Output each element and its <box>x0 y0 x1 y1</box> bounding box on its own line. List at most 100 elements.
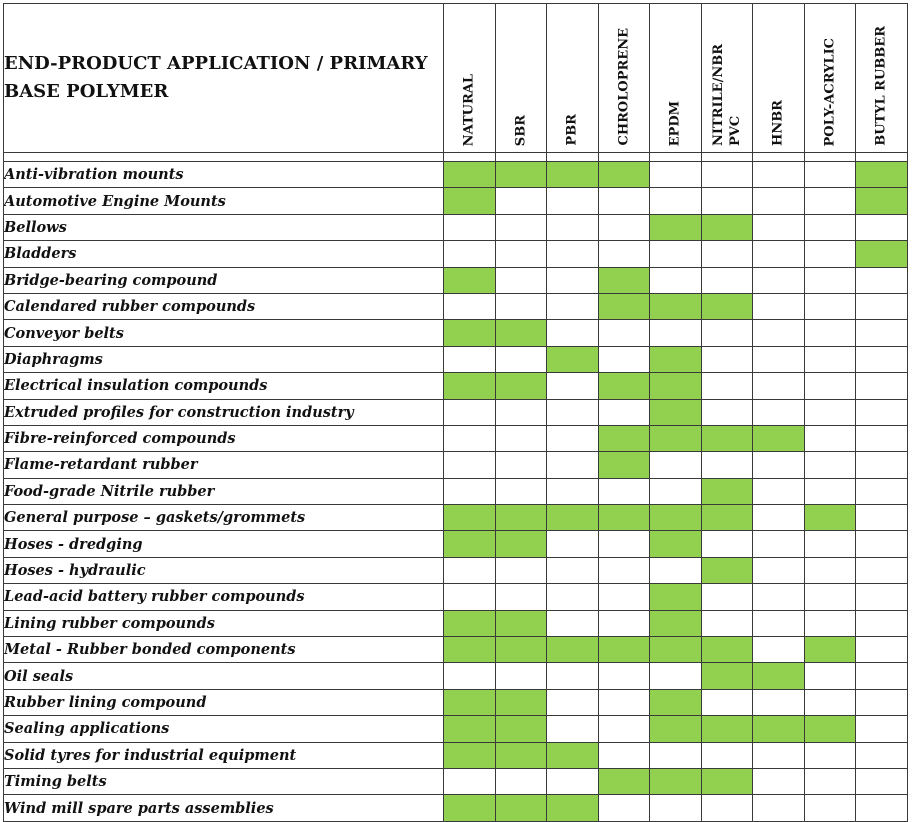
marked-cell <box>494 741 547 769</box>
empty-cell <box>443 767 496 796</box>
empty-cell <box>649 477 702 506</box>
empty-cell <box>752 292 805 321</box>
spacer-cell <box>443 152 496 162</box>
empty-cell <box>803 451 856 479</box>
empty-cell <box>649 556 702 585</box>
marked-cell <box>546 345 599 374</box>
empty-cell <box>700 794 753 822</box>
empty-cell <box>494 187 547 215</box>
marked-cell <box>649 609 702 638</box>
empty-cell <box>803 583 856 611</box>
table-row: Timing belts <box>3 767 908 796</box>
empty-cell <box>700 187 753 215</box>
marked-cell <box>443 187 496 215</box>
row-label: Flame-retardant rubber <box>3 451 444 479</box>
empty-cell <box>597 187 650 215</box>
empty-cell <box>597 715 650 743</box>
marked-cell <box>803 636 856 664</box>
row-label: Bladders <box>3 240 444 268</box>
empty-cell <box>752 477 805 506</box>
marked-cell <box>700 636 753 664</box>
table-row: Oil seals <box>3 662 908 690</box>
empty-cell <box>803 213 856 242</box>
row-label: Hoses - dredging <box>3 530 444 558</box>
column-header-label: HNBR <box>770 100 786 146</box>
spacer-cell <box>494 152 547 162</box>
marked-cell <box>494 504 547 532</box>
empty-cell <box>752 398 805 426</box>
spacer-cell <box>597 152 650 162</box>
empty-cell <box>752 319 805 347</box>
empty-cell <box>443 556 496 585</box>
row-label: Automotive Engine Mounts <box>3 187 444 215</box>
column-header-chroloprene: CHROLOPRENE <box>597 3 650 153</box>
table-row: Fibre-reinforced compounds <box>3 424 908 453</box>
row-label: Rubber lining compound <box>3 688 444 717</box>
empty-cell <box>752 240 805 268</box>
empty-cell <box>752 636 805 664</box>
marked-cell <box>752 662 805 690</box>
table-row: Automotive Engine Mounts <box>3 187 908 215</box>
table-row: Wind mill spare parts assemblies <box>3 794 908 822</box>
row-label: Electrical insulation compounds <box>3 372 444 400</box>
table-row: Anti-vibration mounts <box>3 160 908 189</box>
marked-cell <box>700 477 753 506</box>
empty-cell <box>494 240 547 268</box>
empty-cell <box>443 345 496 374</box>
empty-cell <box>752 530 805 558</box>
empty-cell <box>803 424 856 453</box>
empty-cell <box>443 451 496 479</box>
table-row: Solid tyres for industrial equipment <box>3 741 908 769</box>
marked-cell <box>494 319 547 347</box>
table-row: Calendared rubber compounds <box>3 292 908 321</box>
marked-cell <box>443 741 496 769</box>
empty-cell <box>597 741 650 769</box>
marked-cell <box>700 424 753 453</box>
empty-cell <box>494 398 547 426</box>
table-row: Hoses - dredging <box>3 530 908 558</box>
marked-cell <box>597 504 650 532</box>
empty-cell <box>443 477 496 506</box>
empty-cell <box>752 213 805 242</box>
empty-cell <box>649 451 702 479</box>
marked-cell <box>494 688 547 717</box>
marked-cell <box>649 398 702 426</box>
column-header-label: POLY-ACRYLIC <box>822 37 838 146</box>
row-label: Fibre-reinforced compounds <box>3 424 444 453</box>
empty-cell <box>752 451 805 479</box>
table-row: Rubber lining compound <box>3 688 908 717</box>
column-header-label: EPDM <box>667 100 683 146</box>
row-label: Conveyor belts <box>3 319 444 347</box>
table-row: Lead-acid battery rubber compounds <box>3 583 908 611</box>
marked-cell <box>649 213 702 242</box>
marked-cell <box>855 187 908 215</box>
empty-cell <box>803 609 856 638</box>
marked-cell <box>597 266 650 294</box>
marked-cell <box>546 636 599 664</box>
marked-cell <box>855 240 908 268</box>
empty-cell <box>546 372 599 400</box>
empty-cell <box>855 556 908 585</box>
empty-cell <box>855 319 908 347</box>
table-row: Hoses - hydraulic <box>3 556 908 585</box>
empty-cell <box>855 741 908 769</box>
empty-cell <box>752 187 805 215</box>
empty-cell <box>546 451 599 479</box>
empty-cell <box>443 240 496 268</box>
empty-cell <box>803 319 856 347</box>
row-label: Bellows <box>3 213 444 242</box>
empty-cell <box>855 424 908 453</box>
empty-cell <box>494 213 547 242</box>
empty-cell <box>494 556 547 585</box>
column-header-natural: NATURAL <box>443 3 496 153</box>
empty-cell <box>597 477 650 506</box>
marked-cell <box>803 715 856 743</box>
empty-cell <box>597 398 650 426</box>
row-label: Hoses - hydraulic <box>3 556 444 585</box>
table-row: Bellows <box>3 213 908 242</box>
empty-cell <box>855 213 908 242</box>
empty-cell <box>752 160 805 189</box>
empty-cell <box>752 609 805 638</box>
marked-cell <box>803 504 856 532</box>
marked-cell <box>700 556 753 585</box>
